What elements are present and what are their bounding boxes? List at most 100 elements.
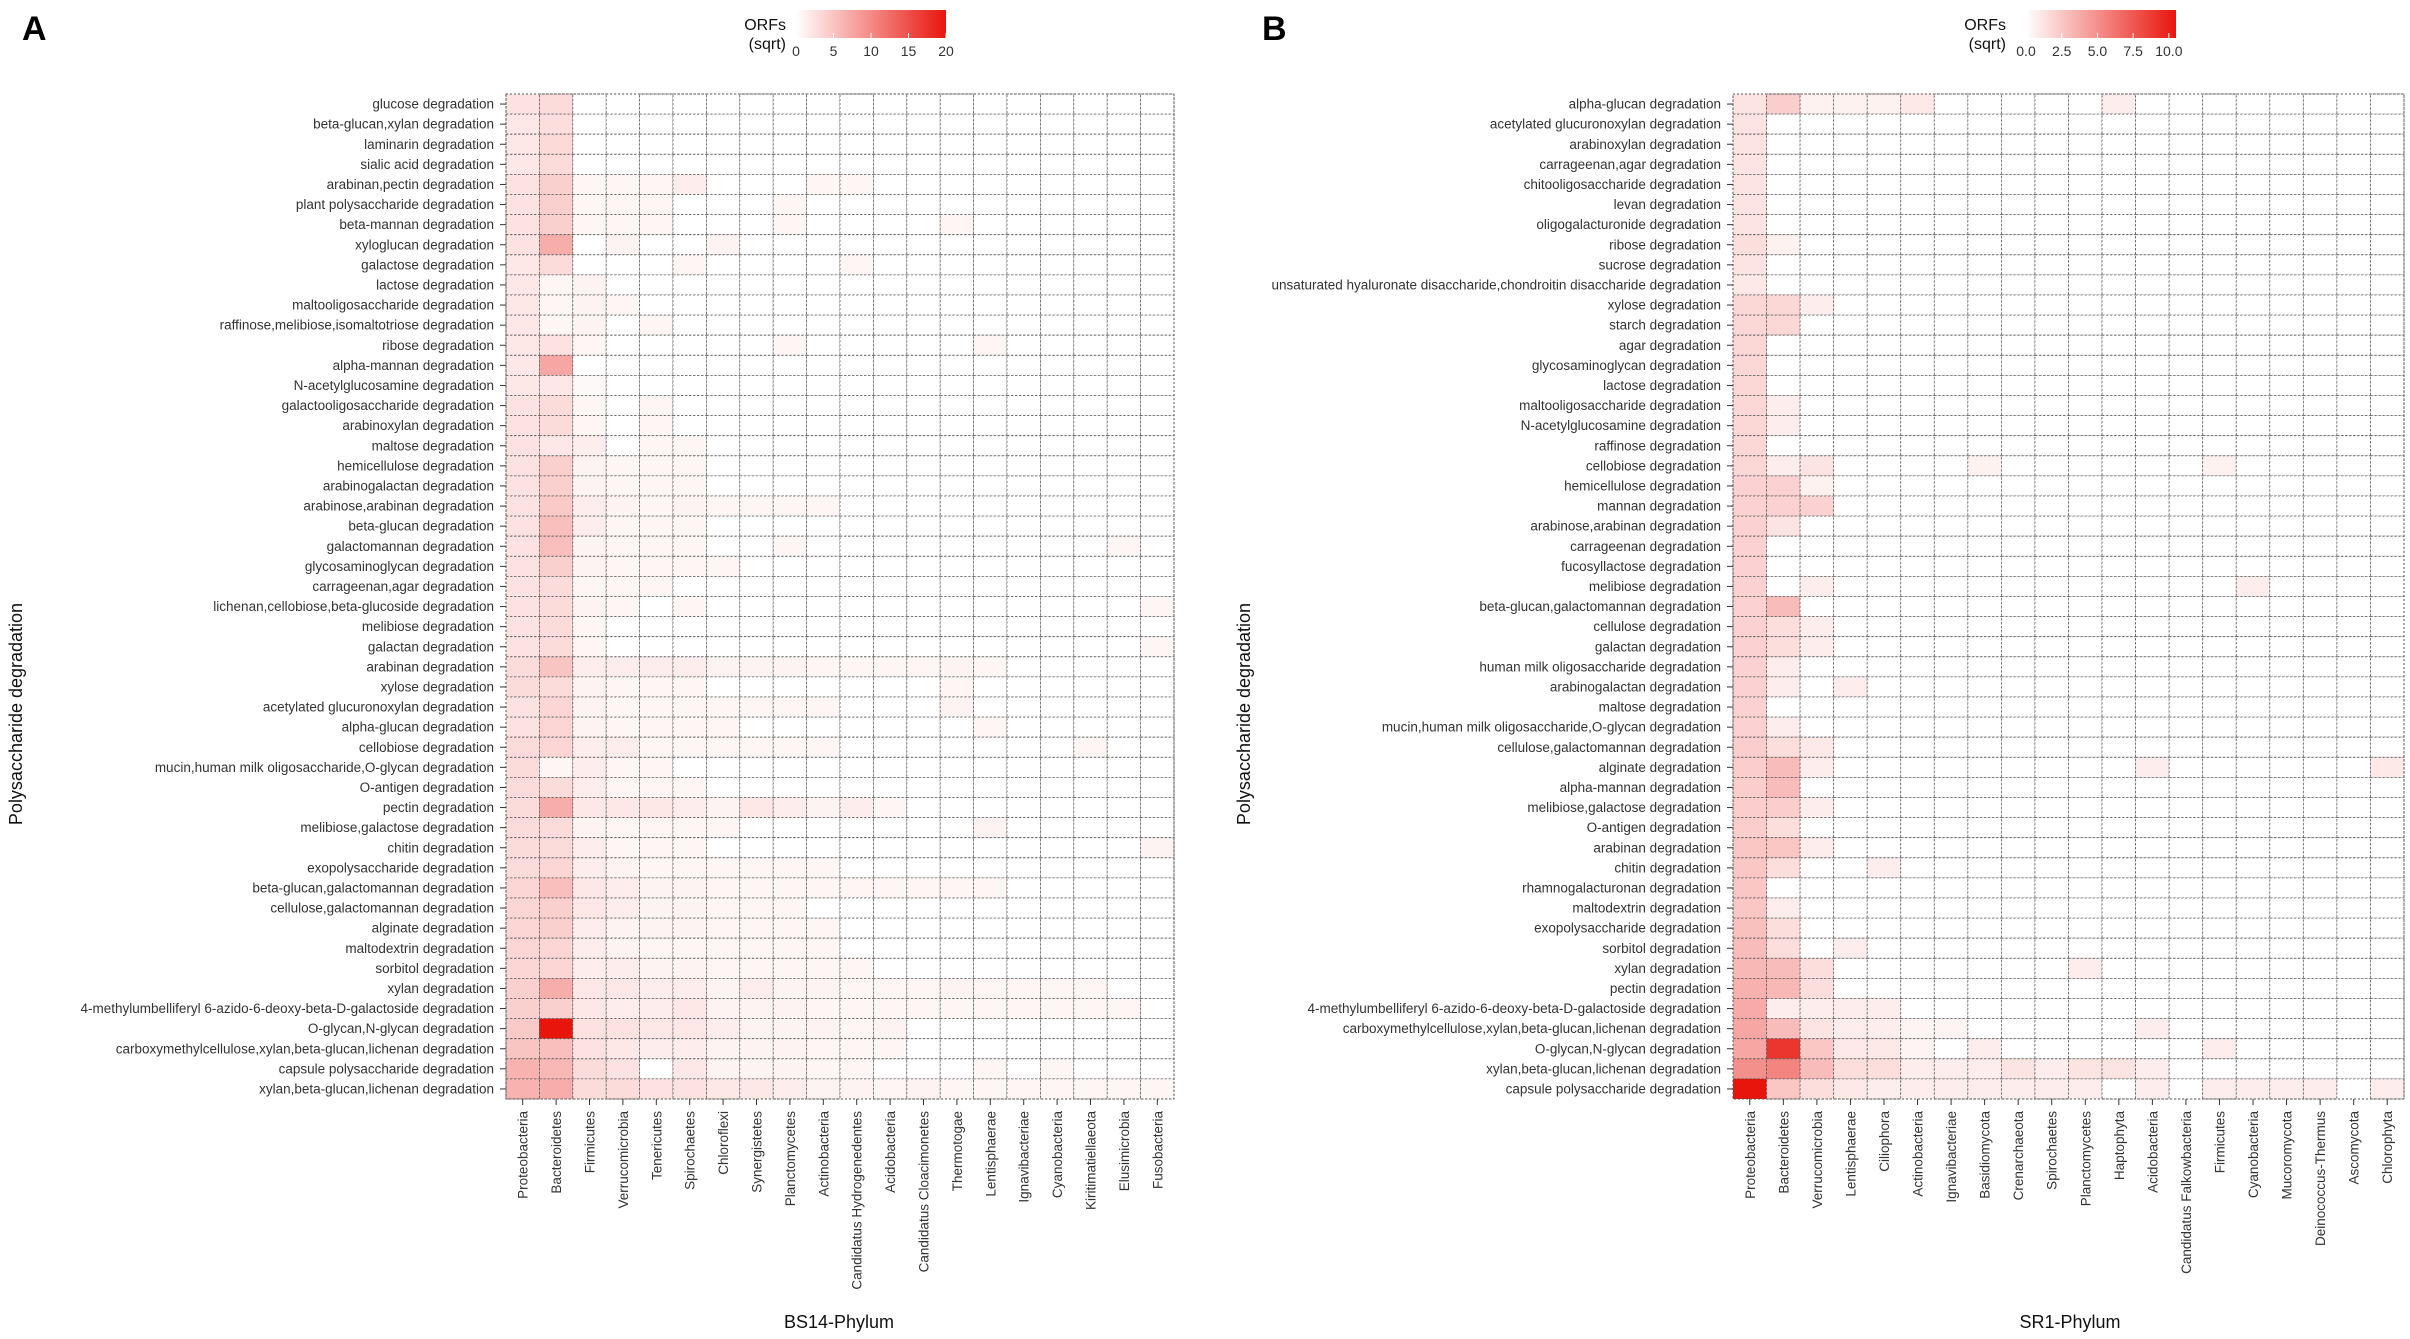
column-label: Elusimicrobia — [1117, 1111, 1132, 1192]
heatmap-cell — [1140, 415, 1175, 437]
heatmap-cell — [973, 113, 1008, 135]
heatmap-cell — [2168, 555, 2204, 577]
heatmap-cell — [539, 555, 574, 577]
heatmap-cell — [1766, 917, 1801, 939]
heatmap-cell — [605, 153, 641, 175]
heatmap-cell — [2034, 978, 2069, 999]
heatmap-cell — [672, 817, 707, 839]
heatmap-cell — [2302, 395, 2338, 417]
heatmap-cell — [973, 475, 1008, 497]
column-label: Planctomycetes — [783, 1111, 798, 1207]
heatmap-cell — [839, 656, 874, 678]
heatmap-cell — [605, 817, 641, 839]
heatmap-cell — [2336, 435, 2371, 457]
heatmap-cell — [539, 113, 574, 135]
heatmap-cell — [1967, 957, 2002, 979]
heatmap-cell — [2202, 857, 2237, 879]
heatmap-cell — [1040, 455, 1075, 477]
heatmap-cell — [973, 756, 1008, 778]
heatmap-cell — [2068, 957, 2103, 979]
heatmap-cell — [2135, 998, 2170, 1020]
heatmap-cell — [1040, 274, 1075, 296]
heatmap-cell — [1732, 415, 1767, 437]
heatmap-cell — [539, 978, 574, 999]
heatmap-cell — [806, 173, 841, 195]
row-label: cellulose,galactomannan degradation — [270, 901, 494, 916]
heatmap-cell — [2034, 234, 2069, 256]
heatmap-cell — [2034, 857, 2069, 879]
row-label: raffinose degradation — [1594, 438, 1721, 453]
heatmap-cell — [939, 837, 975, 859]
heatmap-cell — [2101, 435, 2137, 457]
heatmap-cell — [1040, 234, 1075, 256]
heatmap-cell — [739, 676, 774, 698]
heatmap-cell — [739, 596, 774, 618]
heatmap-cell — [1766, 756, 1801, 778]
heatmap-cell — [1766, 294, 1801, 316]
heatmap-cell — [873, 234, 908, 256]
heatmap-cell — [1900, 113, 1935, 135]
heatmap-cell — [1866, 596, 1902, 618]
heatmap-cell — [1140, 937, 1175, 959]
heatmap-cell — [605, 736, 641, 758]
heatmap-cell — [1106, 234, 1141, 256]
heatmap-cell — [2001, 535, 2036, 557]
heatmap-cell — [1040, 596, 1075, 618]
row-label: cellulose degradation — [1593, 619, 1721, 634]
heatmap-cell — [2001, 1018, 2036, 1040]
heatmap-cell — [2135, 656, 2170, 678]
heatmap-cell — [2034, 133, 2069, 155]
heatmap-cell — [672, 1078, 707, 1100]
column-label: Basidiomycota — [1978, 1111, 1993, 1199]
heatmap-cell — [572, 817, 607, 839]
heatmap-cell — [1933, 475, 1969, 497]
heatmap-cell — [772, 314, 808, 336]
heatmap-cell — [973, 817, 1008, 839]
heatmap-cell — [1732, 515, 1767, 537]
heatmap-cell — [2202, 435, 2237, 457]
heatmap-cell — [1967, 1018, 2002, 1040]
heatmap-cell — [1933, 354, 1969, 376]
heatmap-cell — [1732, 797, 1767, 819]
heatmap-cell — [1140, 374, 1175, 396]
heatmap-cell — [2068, 555, 2103, 577]
heatmap-cell — [1140, 475, 1175, 497]
heatmap-cell — [2269, 716, 2304, 738]
heatmap-cell — [1140, 153, 1175, 175]
heatmap-cell — [706, 696, 741, 718]
heatmap-cell — [1833, 957, 1868, 979]
heatmap-cell — [2068, 877, 2103, 899]
heatmap-cell — [1967, 656, 2002, 678]
heatmap-cell — [806, 374, 841, 396]
heatmap-cell — [1006, 917, 1041, 939]
heatmap-cell — [2034, 254, 2069, 276]
heatmap-cell — [806, 937, 841, 959]
heatmap-cell — [739, 576, 774, 597]
heatmap-cell — [672, 334, 707, 356]
heatmap-cell — [1967, 274, 2002, 296]
heatmap-cell — [1833, 515, 1868, 537]
heatmap-cell — [2168, 596, 2204, 618]
heatmap-cell — [2001, 957, 2036, 979]
heatmap-cell — [1833, 576, 1868, 597]
heatmap-cell — [2235, 897, 2271, 919]
heatmap-cell — [1866, 214, 1902, 236]
heatmap-cell — [2336, 455, 2371, 477]
heatmap-cell — [2202, 334, 2237, 356]
heatmap-cell — [1933, 817, 1969, 839]
heatmap-cell — [1766, 596, 1801, 618]
heatmap-cell — [706, 797, 741, 819]
heatmap-cell — [1006, 254, 1041, 276]
row-label: O-glycan,N-glycan degradation — [1535, 1041, 1721, 1056]
row-label: melibiose degradation — [362, 619, 494, 634]
heatmap-cell — [2001, 736, 2036, 758]
heatmap-cell — [2034, 214, 2069, 236]
heatmap-cell — [1866, 777, 1902, 798]
heatmap-cell — [1106, 194, 1141, 216]
heatmap-border — [505, 93, 1175, 1100]
heatmap-cell — [806, 194, 841, 216]
heatmap-cell — [1933, 978, 1969, 999]
heatmap-cell — [1040, 374, 1075, 396]
heatmap-cell — [2068, 696, 2103, 718]
